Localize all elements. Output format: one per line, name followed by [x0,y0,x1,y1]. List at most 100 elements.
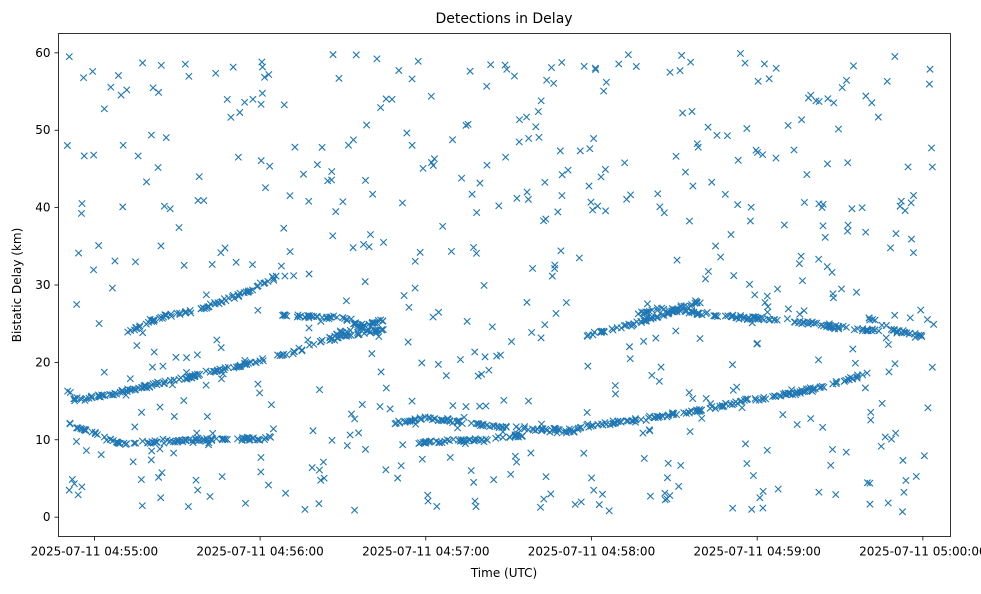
data-point [399,441,407,449]
data-point [537,420,546,428]
data-point [687,58,695,66]
data-point [907,235,916,243]
data-point [865,314,873,322]
data-point [630,320,638,328]
data-point [142,178,151,186]
data-point [363,121,371,129]
x-tick-label: 2025-07-11 04:56:00 [196,545,323,559]
data-point [874,113,882,121]
data-point [220,295,228,303]
data-point [258,89,266,97]
data-point [90,151,98,159]
data-point [329,51,337,59]
data-point [157,494,165,502]
data-point [904,163,912,171]
data-point [600,87,608,95]
data-point [471,497,479,505]
data-point [88,392,96,400]
data-point [317,338,325,346]
data-point [476,179,484,187]
data-point [488,323,496,331]
data-point [842,448,850,456]
data-point [763,292,771,300]
data-point [244,288,252,296]
data-point [342,297,351,305]
data-point [405,303,413,311]
data-point [429,313,437,321]
data-point [236,289,244,297]
data-point [95,319,103,328]
data-point [751,394,759,403]
data-point [925,80,933,88]
data-point [72,437,81,446]
data-point [698,414,706,422]
data-point [361,176,370,184]
data-point [454,417,463,425]
data-point [433,502,441,511]
data-point [181,60,189,68]
data-point [440,416,448,425]
data-point [373,319,381,327]
data-point [458,437,466,445]
data-point [148,447,156,455]
data-point [816,384,824,392]
data-point [743,460,751,468]
data-point [446,453,454,462]
data-point [427,158,436,167]
data-point [123,86,131,94]
data-point [565,425,573,433]
data-point [737,397,745,405]
data-point [388,95,396,103]
data-point [507,470,515,478]
data-point [483,161,491,169]
data-point [842,76,851,84]
data-point [641,309,649,318]
data-point [122,391,130,399]
y-tick-label: 0 [43,510,51,524]
data-point [416,248,424,256]
data-point [241,98,249,106]
data-point [317,476,325,484]
data-point [382,466,390,474]
data-point [577,423,585,431]
data-point [142,383,150,391]
data-point [741,59,749,67]
data-point [623,417,631,425]
data-point [523,298,531,306]
data-point [773,316,781,324]
data-point [349,320,358,328]
data-point [663,474,672,482]
data-point [537,334,545,342]
data-point [476,402,484,410]
data-point [308,464,316,472]
data-point [524,195,532,203]
data-point [605,507,613,515]
data-point [78,200,86,208]
data-point [377,103,385,112]
data-point [209,429,217,437]
data-point [411,257,419,265]
data-point [391,420,399,428]
data-point [867,408,875,416]
data-point [524,397,533,405]
data-point [542,215,550,223]
data-point [151,437,159,445]
data-point [361,445,370,453]
data-point [660,209,668,217]
data-point [909,191,918,200]
data-point [333,313,341,321]
data-point [254,436,262,444]
data-point [119,203,127,211]
data-point [194,486,202,494]
data-point [133,342,141,350]
data-point [78,483,86,491]
data-point [73,300,81,309]
data-point [305,197,313,205]
data-point [412,420,420,428]
data-point [746,217,755,225]
data-point [464,120,472,128]
data-point [558,171,566,179]
data-point [254,380,262,388]
